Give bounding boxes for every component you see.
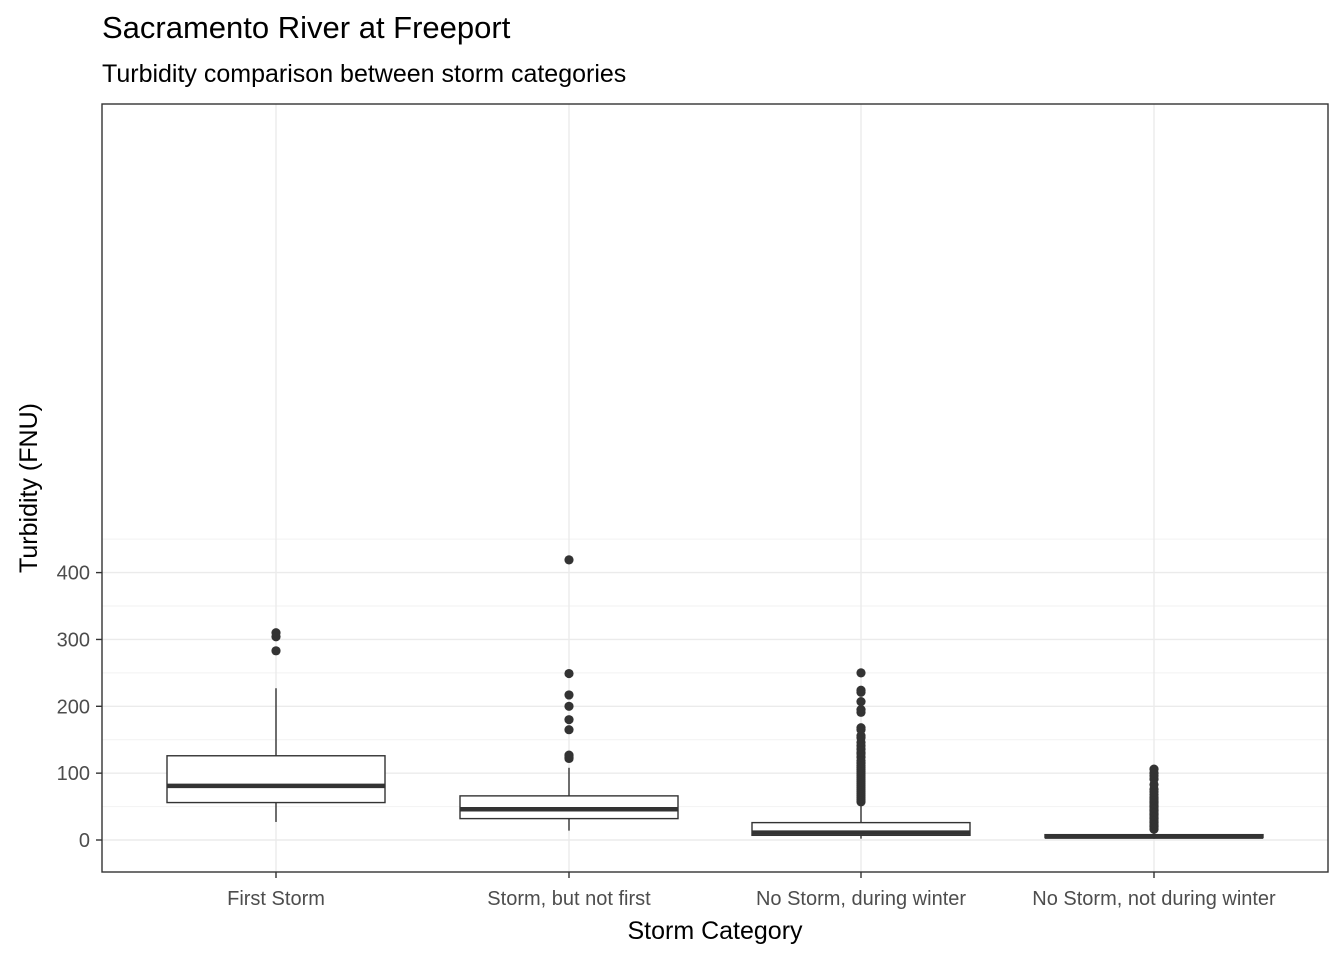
x-tick-label: No Storm, not during winter xyxy=(1032,888,1276,910)
x-tick-label: No Storm, during winter xyxy=(756,888,966,910)
outlier-point xyxy=(564,690,574,700)
panel-border xyxy=(101,103,1329,873)
x-tick-label: First Storm xyxy=(227,888,325,910)
x-tick-label: Storm, but not first xyxy=(487,888,651,910)
outlier-point xyxy=(1149,764,1159,774)
outlier-point xyxy=(564,715,574,725)
outlier-point xyxy=(856,697,866,707)
y-tick-label: 300 xyxy=(57,629,90,651)
outlier-point xyxy=(856,705,866,715)
box-group xyxy=(166,628,386,822)
outlier-point xyxy=(271,646,281,656)
box-group xyxy=(1044,764,1264,839)
outlier-point xyxy=(564,701,574,711)
outlier-point xyxy=(271,628,281,638)
y-axis: 0 100 200 300 400 xyxy=(57,563,102,852)
y-tick-label: 200 xyxy=(57,696,90,718)
y-axis-title: Turbidity (FNU) xyxy=(15,403,43,573)
x-axis: First Storm Storm, but not first No Storm,… xyxy=(227,872,1276,910)
grid-lines xyxy=(102,104,1328,872)
y-tick-label: 100 xyxy=(57,763,90,785)
box-group xyxy=(459,555,679,831)
outlier-point xyxy=(564,555,574,565)
boxplot-boxes xyxy=(166,555,1264,839)
x-axis-title: Storm Category xyxy=(627,917,803,945)
outlier-point xyxy=(856,668,866,678)
chart-title: Sacramento River at Freeport xyxy=(102,10,511,45)
y-tick-label: 400 xyxy=(57,563,90,585)
chart-subtitle: Turbidity comparison between storm categ… xyxy=(102,60,627,88)
box-group xyxy=(751,668,971,839)
outlier-point xyxy=(564,750,574,760)
outlier-point xyxy=(564,725,574,735)
outlier-point xyxy=(856,723,866,733)
outlier-point xyxy=(564,668,574,679)
y-tick-label: 0 xyxy=(79,830,90,852)
outlier-point xyxy=(856,685,866,695)
box xyxy=(166,755,386,804)
